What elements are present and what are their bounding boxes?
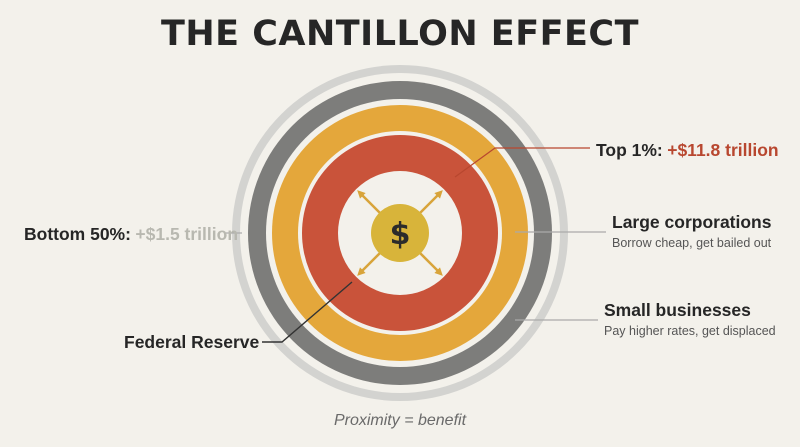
arrow-down-right <box>419 252 443 276</box>
large-corps-subtitle: Borrow cheap, get bailed out <box>612 236 772 250</box>
arrow-up-left <box>357 190 381 214</box>
fed-title: Federal Reserve <box>124 332 260 352</box>
diagram-title: THE CANTILLON EFFECT <box>160 14 639 54</box>
leader-fed <box>262 281 353 343</box>
label-small-businesses: Small businesses Pay higher rates, get d… <box>604 300 776 338</box>
bottom50-prefix: Bottom 50%: <box>24 224 131 244</box>
top1-prefix: Top 1%: <box>596 140 663 160</box>
bottom50-value: +$1.5 trillion <box>135 224 239 244</box>
label-top1: Top 1%: +$11.8 trillion <box>596 140 779 161</box>
top1-value: +$11.8 trillion <box>667 140 779 160</box>
dollar-coin <box>371 204 429 262</box>
dollar-icon: $ <box>390 217 411 252</box>
small-biz-subtitle: Pay higher rates, get displaced <box>604 324 776 338</box>
small-biz-title: Small businesses <box>604 300 751 320</box>
arrow-up-right <box>419 190 443 214</box>
label-bottom50: Bottom 50%: +$1.5 trillion <box>24 224 238 245</box>
leader-top1 <box>454 147 590 178</box>
label-federal-reserve: Federal Reserve <box>124 332 259 353</box>
label-large-corporations: Large corporations Borrow cheap, get bai… <box>612 212 771 250</box>
large-corps-title: Large corporations <box>612 212 772 232</box>
arrow-down-left <box>357 252 381 276</box>
caption: Proximity = benefit <box>333 412 467 429</box>
